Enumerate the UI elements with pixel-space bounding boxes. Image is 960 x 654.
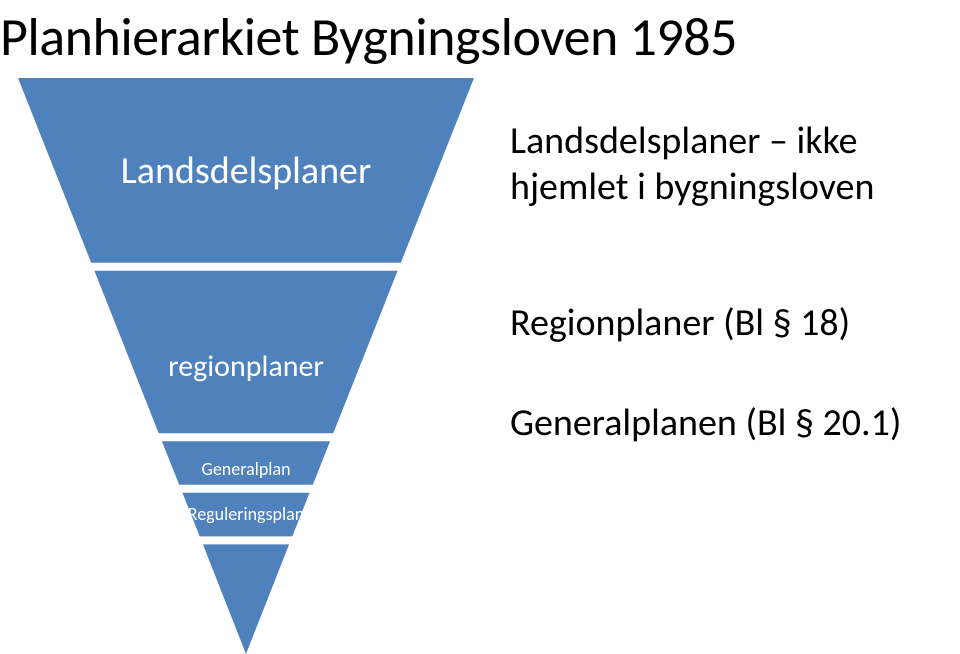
funnel-label-1: Landsdelsplaner	[18, 148, 474, 194]
funnel-label-3: Generalplan	[18, 458, 474, 480]
funnel-diagram: Landsdelsplaner regionplaner Generalplan…	[18, 78, 474, 654]
annotation-1-line-b: hjemlet i bygningsloven	[510, 164, 874, 210]
funnel-tip	[203, 544, 289, 654]
funnel-label-2: regionplaner	[18, 348, 474, 385]
annotation-1: Landsdelsplaner – ikke hjemlet i bygning…	[510, 118, 874, 210]
page-title: Planhierarkiet Bygningsloven 1985	[0, 4, 960, 70]
annotation-2: Regionplaner (Bl § 18)	[510, 300, 850, 346]
annotation-1-line-a: Landsdelsplaner – ikke	[510, 118, 858, 164]
funnel-label-4: Reguleringsplan	[18, 503, 474, 525]
annotation-3: Generalplanen (Bl § 20.1)	[510, 400, 901, 446]
